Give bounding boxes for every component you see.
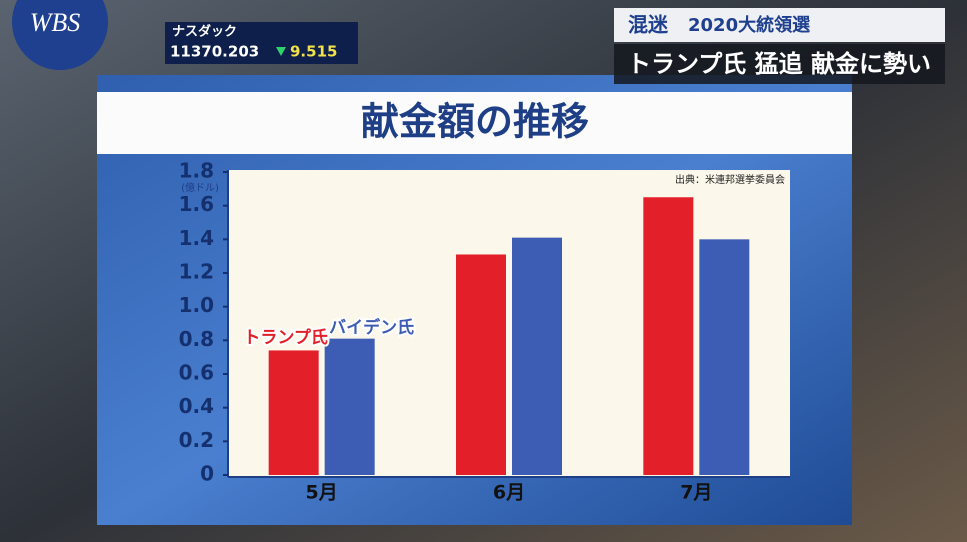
plot-area <box>228 170 790 477</box>
ticker-change: 9.515 <box>290 43 337 61</box>
bar <box>699 239 750 475</box>
down-arrow <box>276 47 286 56</box>
logo: WBS <box>30 8 81 37</box>
banner-box <box>614 8 945 42</box>
y-tick-label: 0.8 <box>179 327 214 351</box>
plot: 0 0.2 0.4 0.6 0.8 1.0 1.2 1.4 1.6 1.8 5月 6月 7月 トランプ氏バ… <box>179 159 750 504</box>
headline: トランプ氏 猛追 献金に勢い <box>627 50 931 78</box>
bar <box>268 350 319 475</box>
chart-title: 献金額の推移 <box>361 100 589 144</box>
legend-label: バイデン氏 <box>329 317 414 338</box>
ticker-value: 11370.203 <box>170 43 259 61</box>
y-tick-label: 1.2 <box>179 260 214 284</box>
title-band <box>97 92 852 154</box>
bar <box>512 237 562 475</box>
headline-box <box>614 44 945 84</box>
y-tick-label: 0 <box>200 462 214 486</box>
bar <box>456 254 506 475</box>
x-tick-label: 7月 <box>680 482 712 504</box>
legend-label: トランプ氏 <box>243 327 328 348</box>
banner-event: 2020大統領選 <box>688 14 810 36</box>
y-tick-label: 0.2 <box>179 428 214 452</box>
bar <box>324 338 375 475</box>
source-note: 出典：米連邦選挙委員会 <box>675 173 785 186</box>
banner-tag: 混迷 <box>628 13 669 37</box>
y-tick-label: 1.0 <box>179 293 214 317</box>
y-tick-label: 0.6 <box>179 361 214 385</box>
y-tick-label: 0.4 <box>179 394 214 418</box>
y-tick-label: 1.8 <box>179 159 214 183</box>
unit-label: (億ドル) <box>181 181 219 194</box>
ticker-name: ナスダック <box>172 24 237 40</box>
logo-badge <box>12 0 108 70</box>
y-tick-label: 1.6 <box>179 192 214 216</box>
y-tick-label: 1.4 <box>179 226 214 250</box>
bar <box>643 197 694 475</box>
ticker-box <box>165 22 358 64</box>
x-tick-label: 6月 <box>493 482 525 504</box>
x-tick-label: 5月 <box>306 482 338 504</box>
